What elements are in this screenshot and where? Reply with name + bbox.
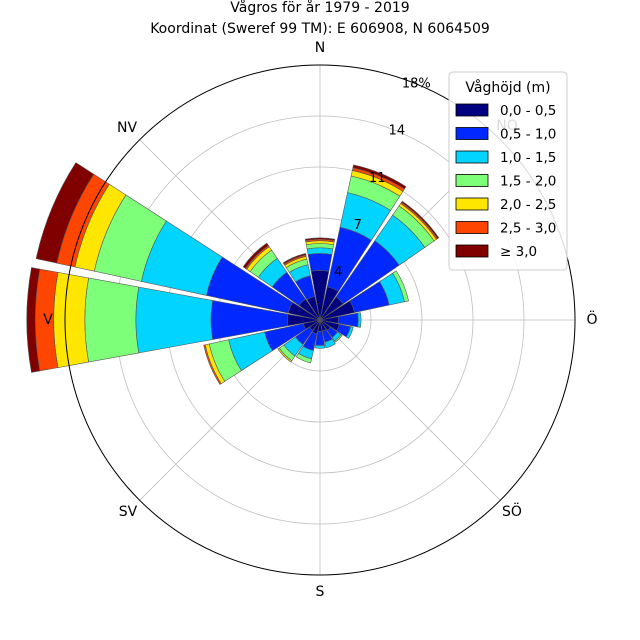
- rose-bar-segment: [392, 270, 409, 303]
- chart-subtitle: Koordinat (Sweref 99 TM): E 606908, N 60…: [150, 21, 490, 37]
- direction-label-so: SÖ: [502, 502, 522, 520]
- rose-bar-segment: [35, 162, 95, 264]
- rose-bar-segment: [306, 247, 334, 255]
- direction-label-sv: SV: [119, 504, 138, 520]
- legend-label: 1,0 - 1,5: [500, 150, 556, 166]
- rose-bar-segment: [401, 200, 440, 239]
- rose-bar-segment: [84, 277, 140, 363]
- rose-bar-segment: [314, 344, 326, 349]
- direction-label-o: Ö: [586, 310, 597, 328]
- legend-swatch: [455, 150, 489, 164]
- direction-label-s: S: [316, 584, 325, 600]
- rose-bar-segment: [282, 253, 307, 265]
- legend-frame: [448, 71, 568, 271]
- rose-bar-segment: [357, 312, 362, 328]
- radial-tick-label: 4: [334, 265, 342, 280]
- radial-tick-label: 14: [389, 124, 406, 139]
- legend-swatch: [455, 221, 489, 234]
- legend-label: 0,0 - 0,5: [500, 103, 556, 119]
- rose-bar-segment: [53, 272, 89, 368]
- rose-bar-segment: [352, 164, 407, 190]
- direction-label-nv: NV: [117, 120, 137, 136]
- radial-tick-label: 7: [354, 218, 362, 233]
- legend-swatch: [455, 127, 489, 140]
- legend: Våghöjd (m) 0,0 - 0,5 0,5 - 1,0 1,0 - 1,5 1…: [448, 71, 568, 271]
- rose-bar-segment: [307, 253, 333, 272]
- rose-bar-segment: [26, 267, 41, 373]
- direction-label-n: N: [315, 40, 325, 56]
- legend-label: 2,0 - 2,5: [500, 197, 556, 213]
- rose-bar-segment: [334, 334, 343, 343]
- chart-title: Vågros för år 1979 - 2019: [230, 0, 409, 16]
- rose-bar-segment: [203, 344, 222, 385]
- legend-swatch: [455, 103, 489, 117]
- legend-label: 0,5 - 1,0: [500, 127, 556, 143]
- legend-swatch: [455, 244, 489, 258]
- rose-bar-segment: [324, 338, 336, 349]
- outer-ring: [64, 64, 576, 576]
- legend-label: 1,5 - 2,0: [500, 174, 556, 190]
- rose-bar-segment: [277, 347, 293, 363]
- legend-swatch: [455, 174, 489, 187]
- rose-bar-segment: [304, 237, 336, 241]
- grid-spoke: [319, 319, 501, 501]
- rose-bar-segment: [135, 286, 214, 354]
- radial-tick-labels: 4 7 11 14 18%: [334, 77, 431, 280]
- rose-bar-segment: [295, 352, 312, 364]
- legend-label: ≥ 3,0: [500, 244, 537, 260]
- rose-bars: [26, 162, 440, 385]
- radial-tick-label: 11: [369, 171, 386, 186]
- legend-title: Våghöjd (m): [465, 79, 550, 96]
- radial-tick-label: 18%: [402, 77, 431, 92]
- direction-label-v: V: [43, 312, 53, 328]
- rose-bar-segment: [345, 326, 354, 339]
- legend-swatch: [455, 197, 489, 211]
- rose-bar-segment: [242, 242, 269, 269]
- legend-label: 2,5 - 3,0: [500, 221, 556, 237]
